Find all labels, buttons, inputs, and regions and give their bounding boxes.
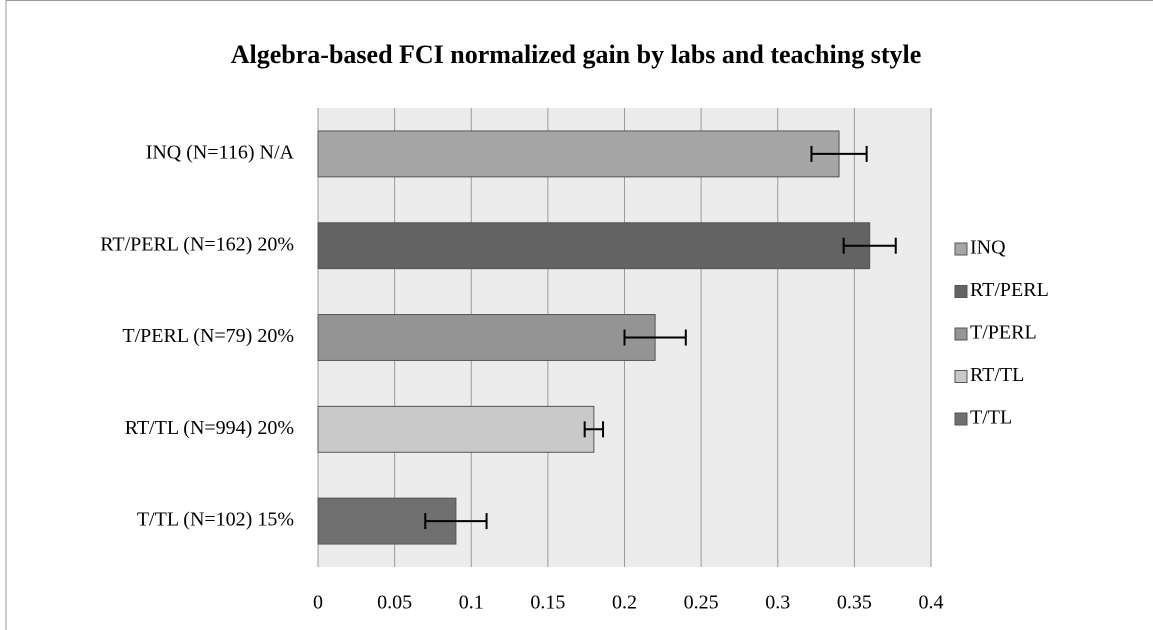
x-tick-label: 0.15 [530, 592, 565, 614]
x-tick-label: 0.25 [684, 592, 719, 614]
x-tick-label: 0.3 [765, 592, 790, 614]
x-tick-label: 0.2 [612, 592, 637, 614]
legend-swatch [954, 412, 968, 426]
legend-label: RT/PERL [970, 279, 1049, 301]
legend-swatch [954, 327, 968, 341]
error-bar [842, 237, 897, 254]
legend-label: T/TL [970, 407, 1012, 429]
x-tick-label: 0.35 [837, 592, 872, 614]
y-tick-label: T/TL (N=102) 15% [137, 509, 294, 531]
error-bar [810, 145, 868, 162]
x-tick-label: 0.05 [377, 592, 412, 614]
legend-label: INQ [970, 237, 1006, 259]
error-bar [424, 513, 488, 530]
chart-title: Algebra-based FCI normalized gain by lab… [231, 40, 922, 69]
legend-swatch [954, 242, 968, 256]
y-tick-label: RT/PERL (N=162) 20% [100, 233, 294, 255]
x-tick-label: 0.1 [459, 592, 484, 614]
legend-label: RT/TL [970, 364, 1024, 386]
x-tick-label: 0.4 [919, 592, 944, 614]
y-tick-label: RT/TL (N=994) 20% [125, 417, 294, 439]
error-bar [583, 421, 605, 438]
y-tick-label: INQ (N=116) N/A [146, 141, 295, 163]
bar [317, 314, 656, 361]
legend-label: T/PERL [970, 322, 1037, 344]
error-bar [623, 329, 687, 346]
legend-swatch [954, 285, 968, 298]
bar [317, 222, 871, 270]
y-tick-label: T/PERL (N=79) 20% [122, 325, 294, 347]
bar [317, 130, 840, 178]
x-tick-label: 0 [313, 592, 323, 614]
legend-swatch [954, 370, 968, 383]
bar [317, 405, 595, 453]
